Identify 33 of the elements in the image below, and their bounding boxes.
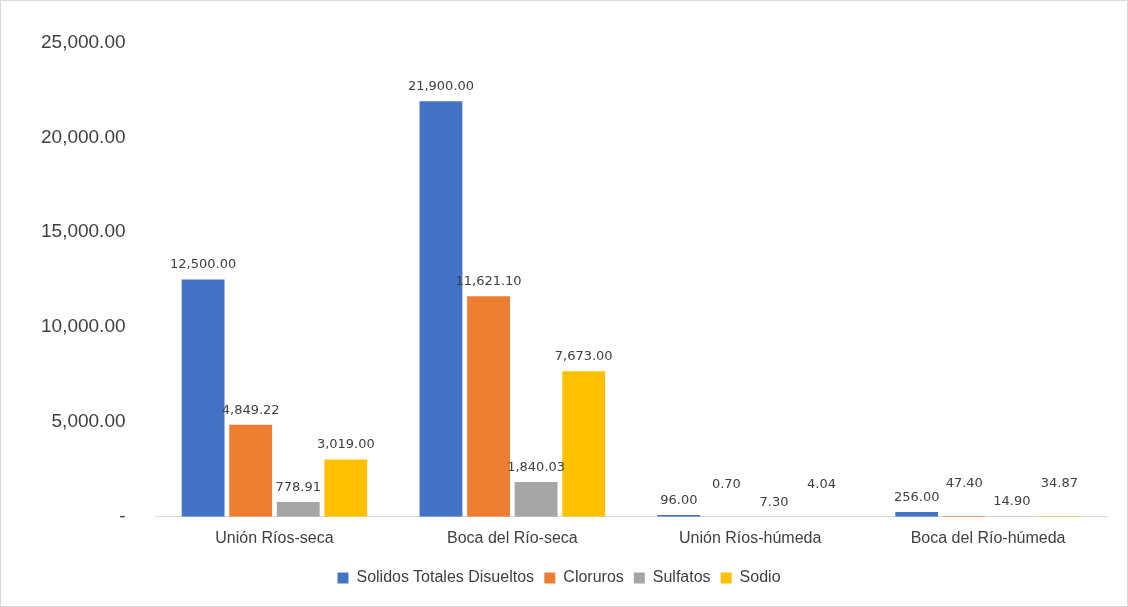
legend-label: Solidos Totales Disueltos: [356, 568, 535, 586]
y-tick-label: 25,000.00: [40, 30, 126, 52]
x-tick-label: Boca del Río-húmeda: [910, 528, 1066, 546]
y-tick-label: 15,000.00: [40, 220, 126, 242]
data-label: 14.90: [993, 493, 1031, 509]
legend-label: Cloruros: [563, 568, 624, 586]
legend-label: Sodio: [739, 568, 781, 586]
bar: [562, 371, 606, 517]
bar: [229, 424, 273, 517]
x-tick-label: Unión Ríos-húmeda: [679, 528, 822, 546]
data-label: 7.30: [759, 493, 789, 509]
data-label: 96.00: [660, 491, 698, 507]
bar: [276, 502, 320, 517]
y-tick-label: 10,000.00: [40, 315, 126, 337]
data-label: 47.40: [945, 474, 983, 490]
data-label: 0.70: [711, 475, 741, 491]
data-label: 12,500.00: [170, 256, 237, 272]
y-tick-label: 5,000.00: [51, 410, 126, 432]
data-label: 256.00: [893, 488, 940, 504]
y-tick-label: -: [119, 505, 126, 527]
legend-label: Sulfatos: [652, 568, 711, 586]
bar: [324, 459, 368, 517]
data-label: 4.04: [807, 475, 837, 491]
bar: [514, 481, 558, 517]
y-tick-label: 20,000.00: [40, 125, 126, 147]
data-label: 34.87: [1040, 475, 1079, 491]
x-tick-label: Unión Ríos-seca: [215, 528, 334, 546]
bar: [467, 296, 510, 517]
data-label: 3,019.00: [316, 436, 375, 452]
data-label: 778.91: [275, 478, 321, 494]
data-label: 21,900.00: [407, 78, 475, 94]
x-tick-label: Boca del Río-seca: [446, 528, 578, 546]
data-label: 7,673.00: [554, 348, 613, 364]
